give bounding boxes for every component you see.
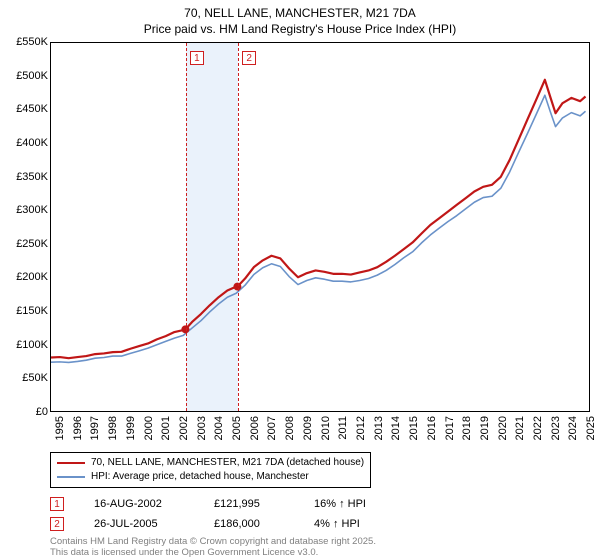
x-tick-label: 2013 (373, 416, 385, 440)
x-tick-label: 2007 (266, 416, 278, 440)
legend-swatch (57, 462, 85, 464)
y-tick-label: £300K (16, 204, 48, 216)
series-price_paid (51, 80, 586, 358)
x-tick-label: 2006 (249, 416, 261, 440)
y-tick-label: £550K (16, 36, 48, 48)
y-tick-label: £200K (16, 271, 48, 283)
y-tick-label: £350K (16, 171, 48, 183)
x-tick-label: 2022 (532, 416, 544, 440)
x-tick-label: 2000 (143, 416, 155, 440)
y-tick-label: £0 (36, 406, 48, 418)
legend-swatch (57, 476, 85, 478)
x-tick-label: 2003 (196, 416, 208, 440)
transaction-date: 26-JUL-2005 (94, 518, 184, 530)
x-tick-label: 2017 (444, 416, 456, 440)
x-tick-label: 2002 (178, 416, 190, 440)
series-hpi (51, 95, 586, 362)
attribution: Contains HM Land Registry data © Crown c… (50, 536, 376, 559)
attribution-line1: Contains HM Land Registry data © Crown c… (50, 536, 376, 547)
x-tick-label: 2024 (567, 416, 579, 440)
chart-lines (51, 43, 589, 411)
attribution-line2: This data is licensed under the Open Gov… (50, 547, 376, 558)
x-tick-label: 1999 (125, 416, 137, 440)
marker-badge: 1 (190, 51, 204, 65)
x-tick-label: 2020 (497, 416, 509, 440)
marker-badge: 2 (242, 51, 256, 65)
transaction-diff: 4% ↑ HPI (314, 518, 394, 530)
x-tick-label: 2001 (160, 416, 172, 440)
x-tick-label: 2023 (550, 416, 562, 440)
transaction-date: 16-AUG-2002 (94, 498, 184, 510)
plot-area: 12 (50, 42, 590, 412)
title-line2: Price paid vs. HM Land Registry's House … (0, 22, 600, 38)
legend-label: 70, NELL LANE, MANCHESTER, M21 7DA (deta… (91, 456, 364, 470)
x-tick-label: 2005 (231, 416, 243, 440)
legend-label: HPI: Average price, detached house, Manc… (91, 470, 309, 484)
x-tick-label: 2015 (408, 416, 420, 440)
x-tick-label: 2021 (514, 416, 526, 440)
x-tick-label: 2025 (585, 416, 597, 440)
y-tick-label: £150K (16, 305, 48, 317)
legend-row-hpi: HPI: Average price, detached house, Manc… (57, 470, 364, 484)
marker-line (238, 43, 239, 411)
x-tick-label: 2009 (302, 416, 314, 440)
transaction-table: 1 16-AUG-2002 £121,995 16% ↑ HPI 2 26-JU… (50, 494, 394, 534)
plot-inner: 12 (51, 43, 589, 411)
x-tick-label: 2004 (213, 416, 225, 440)
x-tick-label: 2008 (284, 416, 296, 440)
transaction-row: 1 16-AUG-2002 £121,995 16% ↑ HPI (50, 494, 394, 514)
x-tick-label: 2016 (426, 416, 438, 440)
y-tick-label: £400K (16, 137, 48, 149)
chart-title: 70, NELL LANE, MANCHESTER, M21 7DA Price… (0, 0, 600, 37)
x-tick-label: 2018 (461, 416, 473, 440)
x-tick-label: 2019 (479, 416, 491, 440)
x-tick-label: 1998 (107, 416, 119, 440)
title-line1: 70, NELL LANE, MANCHESTER, M21 7DA (0, 6, 600, 22)
transaction-badge: 2 (50, 517, 64, 531)
y-tick-label: £50K (22, 372, 48, 384)
y-tick-label: £500K (16, 70, 48, 82)
transaction-price: £186,000 (214, 518, 284, 530)
legend-row-price-paid: 70, NELL LANE, MANCHESTER, M21 7DA (deta… (57, 456, 364, 470)
x-tick-label: 1997 (89, 416, 101, 440)
chart-container: 70, NELL LANE, MANCHESTER, M21 7DA Price… (0, 0, 600, 560)
x-tick-label: 1996 (72, 416, 84, 440)
transaction-row: 2 26-JUL-2005 £186,000 4% ↑ HPI (50, 514, 394, 534)
transaction-badge: 1 (50, 497, 64, 511)
transaction-price: £121,995 (214, 498, 284, 510)
x-tick-label: 1995 (54, 416, 66, 440)
y-tick-label: £100K (16, 339, 48, 351)
x-tick-label: 2010 (320, 416, 332, 440)
legend: 70, NELL LANE, MANCHESTER, M21 7DA (deta… (50, 452, 371, 488)
x-tick-label: 2014 (390, 416, 402, 440)
x-tick-label: 2011 (337, 416, 349, 440)
transaction-diff: 16% ↑ HPI (314, 498, 394, 510)
y-tick-label: £250K (16, 238, 48, 250)
marker-line (186, 43, 187, 411)
y-tick-label: £450K (16, 103, 48, 115)
x-tick-label: 2012 (355, 416, 367, 440)
